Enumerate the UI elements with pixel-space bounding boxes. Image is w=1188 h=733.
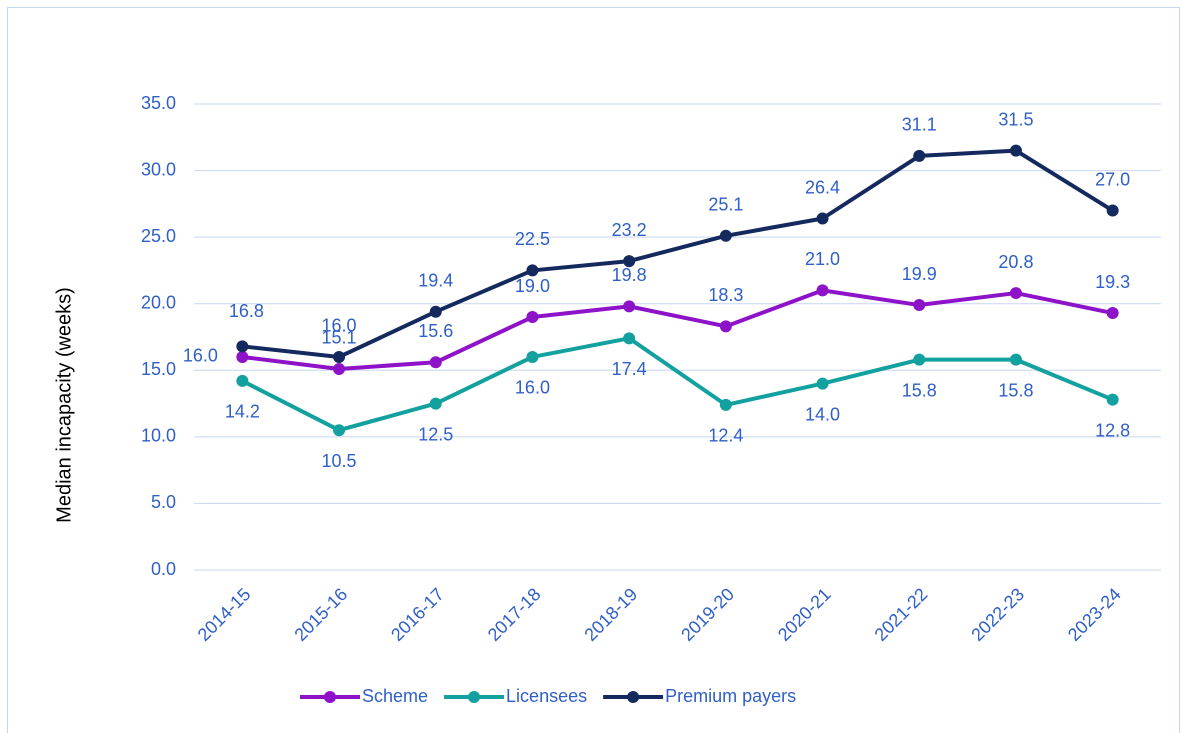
data-point [623, 255, 636, 268]
chart-border [7, 7, 1180, 733]
data-point [333, 362, 346, 375]
data-point [236, 374, 249, 387]
data-point [913, 149, 926, 162]
data-point [526, 350, 539, 363]
data-label: 22.5 [515, 229, 550, 249]
data-label: 12.8 [1095, 420, 1130, 440]
data-label: 14.2 [225, 402, 260, 422]
data-point [429, 356, 442, 369]
data-label: 31.5 [998, 109, 1033, 129]
data-label: 19.4 [418, 270, 453, 290]
x-tick-label: 2014-15 [194, 584, 255, 645]
y-tick-label: 15.0 [141, 359, 176, 379]
legend-marker [324, 691, 336, 703]
data-label: 16.0 [322, 316, 357, 336]
data-point [623, 300, 636, 313]
y-tick-label: 20.0 [141, 292, 176, 312]
data-point [1009, 144, 1022, 157]
data-label: 15.6 [418, 321, 453, 341]
legend-label: Licensees [506, 686, 587, 706]
data-label: 10.5 [322, 451, 357, 471]
data-label: 17.4 [612, 359, 647, 379]
legend-marker [627, 691, 640, 703]
data-label: 18.3 [708, 285, 743, 305]
x-tick-label: 2021-22 [871, 584, 932, 645]
data-label: 19.3 [1095, 272, 1130, 292]
data-point [1009, 287, 1022, 300]
x-tick-label: 2022-23 [967, 584, 1028, 645]
data-point [719, 229, 732, 242]
data-point [236, 350, 249, 363]
data-label: 12.5 [418, 424, 453, 444]
data-label: 21.0 [805, 249, 840, 269]
data-point [913, 299, 926, 312]
data-point [1106, 393, 1119, 406]
y-axis-title: Median incapacity (weeks) [53, 287, 75, 523]
y-tick-label: 0.0 [151, 559, 176, 579]
legend-label: Scheme [362, 686, 428, 706]
series-line [242, 288, 1114, 371]
data-point [719, 398, 732, 411]
data-point [719, 320, 732, 333]
data-label: 15.1 [322, 328, 357, 348]
legend-marker [468, 691, 481, 703]
data-label: 15.8 [902, 380, 937, 400]
data-label: 31.1 [902, 115, 937, 135]
data-label: 12.4 [708, 426, 743, 446]
data-label: 20.8 [998, 252, 1033, 272]
data-point [913, 353, 926, 366]
data-point [816, 377, 829, 390]
data-point [333, 424, 346, 437]
data-point [236, 340, 249, 353]
data-label: 16.8 [229, 301, 264, 321]
series-line [241, 336, 1114, 433]
x-tick-label: 2017-18 [484, 584, 545, 645]
data-label: 19.9 [902, 264, 937, 284]
series-line [242, 148, 1114, 359]
data-point [526, 311, 539, 324]
x-tick-label: 2019-20 [677, 584, 738, 645]
y-tick-label: 10.0 [141, 426, 176, 446]
data-label: 15.8 [998, 380, 1033, 400]
legend-label: Premium payers [665, 686, 796, 706]
data-label: 26.4 [805, 177, 840, 197]
data-point [1106, 204, 1119, 217]
y-tick-label: 25.0 [141, 226, 176, 246]
data-label: 27.0 [1095, 169, 1130, 189]
data-label: 19.8 [612, 265, 647, 285]
data-label: 23.2 [612, 220, 647, 240]
data-point [1009, 353, 1022, 366]
y-tick-label: 35.0 [141, 93, 176, 113]
data-label: 16.0 [183, 346, 218, 366]
x-tick-label: 2015-16 [290, 584, 351, 645]
data-label: 16.0 [515, 378, 550, 398]
data-point [623, 332, 636, 345]
data-point [429, 305, 442, 318]
x-tick-label: 2020-21 [774, 584, 835, 645]
x-tick-label: 2018-19 [580, 584, 641, 645]
data-point [429, 397, 442, 410]
data-point [1106, 307, 1119, 320]
x-tick-label: 2016-17 [387, 584, 448, 645]
data-label: 14.0 [805, 404, 840, 424]
y-tick-label: 5.0 [151, 492, 176, 512]
data-point [816, 212, 829, 225]
y-tick-label: 30.0 [141, 159, 176, 179]
x-tick-label: 2023-24 [1064, 584, 1125, 645]
data-point [816, 284, 829, 297]
data-point [526, 264, 539, 277]
data-point [333, 350, 346, 363]
data-label: 19.0 [515, 276, 550, 296]
data-label: 25.1 [708, 195, 743, 215]
